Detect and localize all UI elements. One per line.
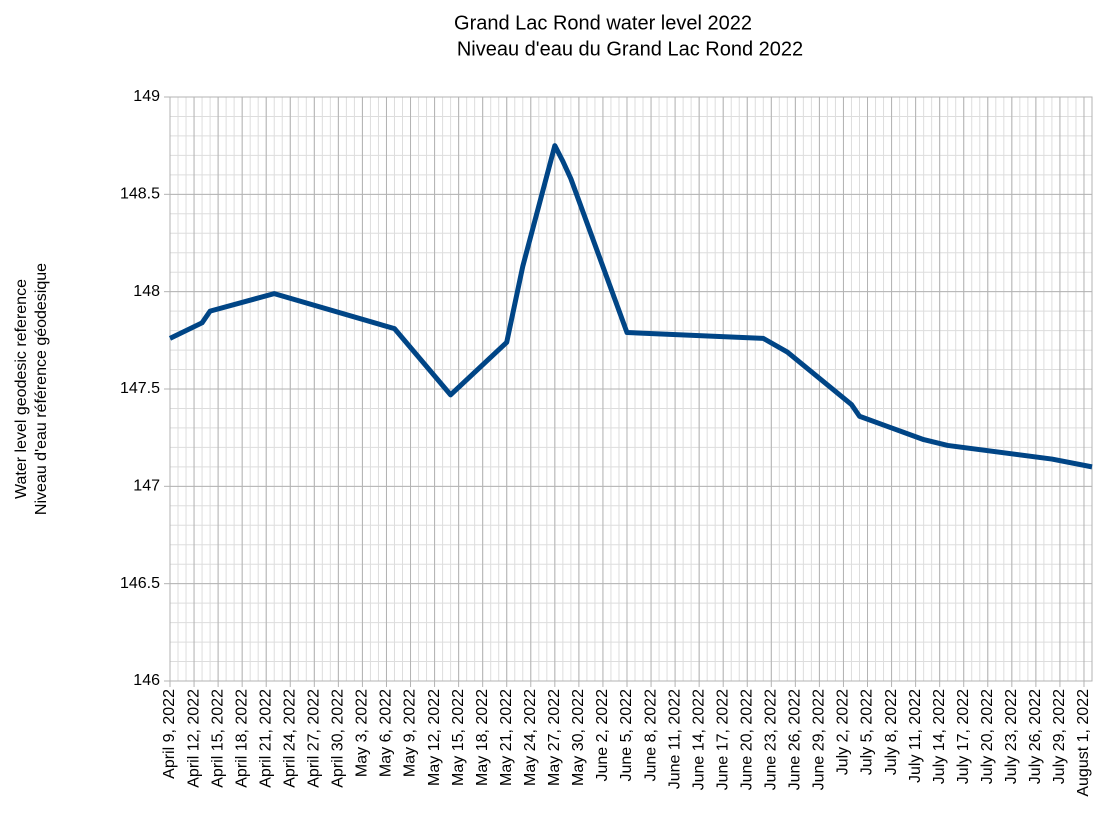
x-tick-label: May 21, 2022 [498,689,515,786]
x-tick-label: May 6, 2022 [378,689,395,777]
x-tick-label: June 2, 2022 [594,689,611,782]
x-tick-label: May 27, 2022 [546,689,563,786]
x-tick-label: May 12, 2022 [426,689,443,786]
y-tick-label: 148 [133,283,160,300]
x-tick-label: April 18, 2022 [233,689,250,788]
x-tick-label: May 24, 2022 [522,689,539,786]
x-tick-label: April 24, 2022 [281,689,298,788]
plot-frame [169,96,1093,682]
x-tick-label: May 30, 2022 [570,689,587,786]
x-tick-label: June 20, 2022 [738,689,755,791]
y-axis-label: Water level geodesic reference [13,279,30,499]
data-line [168,143,1093,470]
y-tick-label: 146.5 [120,575,160,592]
x-tick-label: June 29, 2022 [811,689,828,791]
y-tick-label: 146 [133,672,160,689]
x-tick-label: April 12, 2022 [185,689,202,788]
x-tick-label: July 5, 2022 [859,689,876,775]
x-tick-label: July 2, 2022 [835,689,852,775]
x-tick-label: July 14, 2022 [931,689,948,784]
chart-title: Grand Lac Rond water level 2022 [454,12,752,34]
x-tick-label: May 15, 2022 [450,689,467,786]
x-tick-label: July 29, 2022 [1051,689,1068,784]
y-tick-label: 148.5 [120,186,160,203]
y-axis-label: Niveau d'eau référence géodesique [33,263,50,515]
x-tick-label: June 23, 2022 [763,689,780,791]
y-tick-label: 147 [133,478,160,495]
x-tick-label: July 23, 2022 [1003,689,1020,784]
x-tick-label: April 27, 2022 [306,689,323,788]
x-tick-label: June 14, 2022 [690,689,707,791]
x-tick-label: July 11, 2022 [907,689,924,783]
x-tick-label: June 11, 2022 [666,689,683,789]
x-tick-label: May 18, 2022 [474,689,491,786]
chart-subtitle: Niveau d'eau du Grand Lac Rond 2022 [457,38,803,60]
x-tick-label: June 17, 2022 [714,689,731,791]
x-tick-label: May 3, 2022 [354,689,371,777]
x-tick-label: July 26, 2022 [1027,689,1044,784]
y-tick-label: 149 [133,88,160,105]
x-tick-label: June 26, 2022 [787,689,804,791]
x-tick-label: April 9, 2022 [161,689,178,779]
x-tick-label: July 17, 2022 [955,689,972,784]
x-tick-label: May 9, 2022 [402,689,419,777]
x-tick-label: June 5, 2022 [618,689,635,782]
x-tick-label: July 8, 2022 [883,689,900,775]
x-tick-label: August 1, 2022 [1075,689,1092,797]
x-tick-label: April 21, 2022 [257,689,274,788]
x-tick-label: June 8, 2022 [642,689,659,782]
y-tick-label: 147.5 [120,380,160,397]
x-tick-label: July 20, 2022 [979,689,996,784]
x-tick-label: April 30, 2022 [330,689,347,788]
x-tick-label: April 15, 2022 [209,689,226,788]
